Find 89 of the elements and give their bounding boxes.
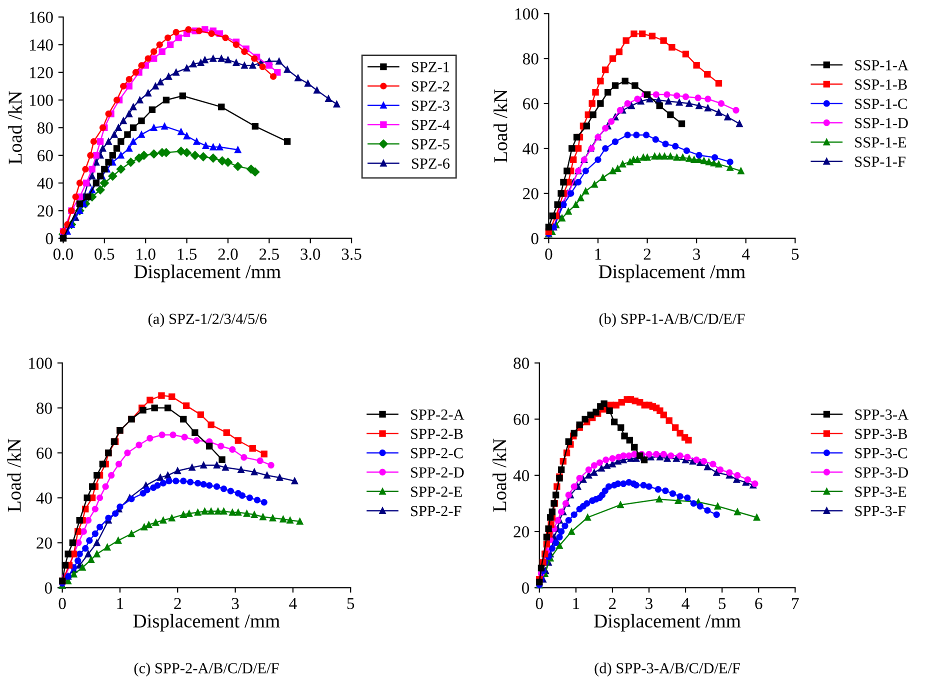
y-tick-label: 80 (36, 402, 52, 414)
x-tick-label: 6 (755, 598, 762, 610)
x-tick-label: 5 (718, 598, 726, 610)
x-axis-title: Displacement /mm (133, 614, 280, 632)
x-axis-title: Displacement /mm (134, 264, 281, 282)
y-axis-title: Load /kN (8, 91, 22, 164)
legend-label: SPP-3-B (855, 428, 907, 440)
x-tick-label: 1 (573, 598, 580, 609)
y-tick-label: 40 (36, 492, 52, 504)
legend-label: SPP-2-B (411, 428, 463, 440)
legend-label: SPP-3-C (855, 448, 907, 458)
x-tick-label: 5 (347, 598, 354, 610)
legend-label: SPZ-4 (412, 120, 450, 130)
legend-label: SPP-2-D (411, 467, 464, 478)
x-axis-title: Displacement /mm (598, 264, 746, 282)
x-axis-title: Displacement /mm (594, 614, 741, 632)
x-tick-label: 1.5 (178, 248, 197, 260)
text: (a) SPZ-1/2/3/4/5/6 (148, 313, 267, 328)
x-tick-label: 3.5 (342, 248, 362, 260)
legend-label: SSP-1-E (855, 137, 906, 148)
legend-label: SPZ-2 (412, 81, 450, 92)
x-tick-label: 0 (58, 598, 66, 610)
y-tick-label: 0 (531, 233, 538, 244)
x-tick-label: 5 (792, 248, 799, 260)
y-tick-label: 60 (38, 150, 53, 162)
legend-label: SSP-1-B (855, 79, 907, 90)
x-tick-label: 3 (646, 598, 653, 610)
y-tick-label: 100 (515, 8, 538, 20)
x-tick-label: 4 (682, 598, 690, 609)
legend-label: SPP-2-F (411, 506, 462, 516)
x-tick-label: 2 (174, 598, 181, 609)
x-tick-label: 7 (792, 598, 799, 609)
legend-label: SPP-3-A (855, 409, 908, 420)
legend-label: SSP-1-A (855, 60, 908, 70)
y-tick-label: 160 (30, 12, 53, 23)
y-tick-label: 140 (30, 39, 53, 51)
y-axis-title: Load /kN (494, 89, 508, 162)
y-tick-label: 20 (38, 205, 53, 217)
x-tick-label: 0.0 (53, 248, 74, 260)
legend-label: SPZ-6 (412, 158, 450, 169)
x-tick-label: 3.0 (300, 248, 320, 260)
x-tick-label: 2 (644, 248, 651, 260)
y-tick-label: 60 (36, 448, 52, 459)
x-tick-label: 0.5 (94, 248, 114, 260)
x-tick-label: 0 (545, 248, 552, 260)
y-tick-label: 80 (514, 358, 530, 369)
y-tick-label: 60 (523, 98, 538, 110)
legend-label: SPP-3-D (855, 467, 908, 478)
legend-label: SPP-2-C (411, 448, 463, 458)
legend-label: SSP-1-D (855, 118, 908, 128)
y-tick-label: 0 (46, 233, 53, 244)
text: (d) SPP-3-A/B/C/D/E/F (594, 662, 740, 676)
x-tick-label: 1 (595, 248, 602, 260)
legend-label: SPZ-5 (412, 139, 450, 150)
legend-label: SPP-2-E (411, 486, 462, 497)
x-tick-label: 3 (232, 598, 239, 610)
y-tick-label: 100 (29, 358, 52, 369)
y-tick-label: 60 (514, 414, 530, 426)
y-tick-label: 20 (514, 526, 530, 538)
y-tick-label: 20 (36, 537, 52, 549)
legend-label: SPZ-3 (412, 100, 450, 111)
legend-label: SPZ-1 (412, 62, 450, 72)
x-tick-label: 4 (289, 598, 297, 609)
y-tick-label: 20 (523, 188, 538, 200)
y-tick-label: 40 (522, 143, 538, 154)
x-tick-label: 1.0 (136, 248, 156, 260)
x-tick-label: 1 (117, 598, 124, 609)
legend-label: SSP-1-C (855, 98, 907, 109)
legend-label: SPP-3-E (855, 486, 906, 497)
y-tick-label: 0 (522, 582, 530, 594)
y-axis-title: Load /kN (7, 438, 21, 512)
x-tick-label: 4 (742, 248, 750, 260)
legend-label: SPP-2-A (411, 409, 464, 420)
x-tick-label: 3 (693, 248, 700, 260)
y-tick-label: 100 (30, 94, 53, 106)
text: (c) SPP-2-A/B/C/D/E/F (134, 662, 279, 676)
y-tick-label: 80 (37, 122, 53, 134)
x-tick-label: 2.5 (259, 248, 279, 260)
y-tick-label: 120 (30, 67, 53, 78)
y-tick-label: 0 (44, 582, 52, 594)
legend-label: SSP-1-F (855, 156, 906, 167)
y-axis-title: Load /kN (492, 438, 506, 512)
y-tick-label: 40 (37, 178, 53, 189)
text: (b) SPP-1-A/B/C/D/E/F (599, 313, 745, 328)
x-tick-label: 2.0 (218, 248, 238, 260)
y-tick-label: 80 (522, 53, 538, 65)
y-tick-label: 40 (513, 470, 530, 482)
x-tick-label: 2 (609, 598, 616, 609)
legend-label: SPP-3-F (855, 506, 906, 516)
